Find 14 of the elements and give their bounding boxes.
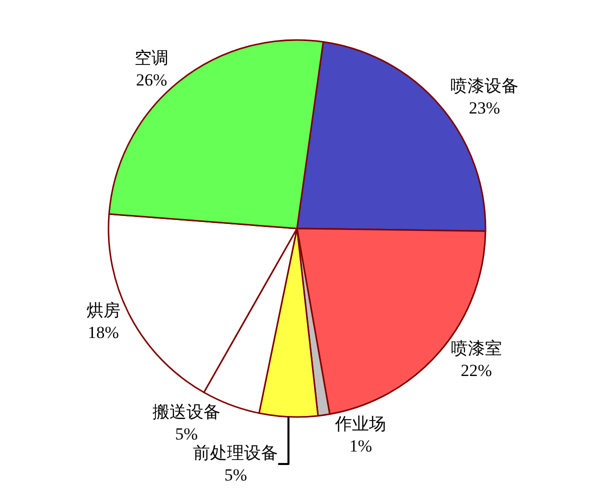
data-label: 22% [460,360,492,380]
data-label: 1% [349,436,372,456]
slice-label: 喷漆设备 [450,76,518,96]
slice-label: 前处理设备 [193,444,278,463]
slice-label: 空调 [134,48,169,68]
data-label: 23% [468,98,500,118]
slice-label: 搬送设备 [152,402,220,422]
slice-label: 烘房 [86,300,120,320]
slice-label: 喷漆室 [450,338,502,358]
data-label: 5% [175,424,198,444]
data-label: 18% [88,323,119,342]
data-label: 26% [136,70,168,90]
data-label: 5% [224,466,248,485]
slice-label: 作业场 [334,414,386,434]
